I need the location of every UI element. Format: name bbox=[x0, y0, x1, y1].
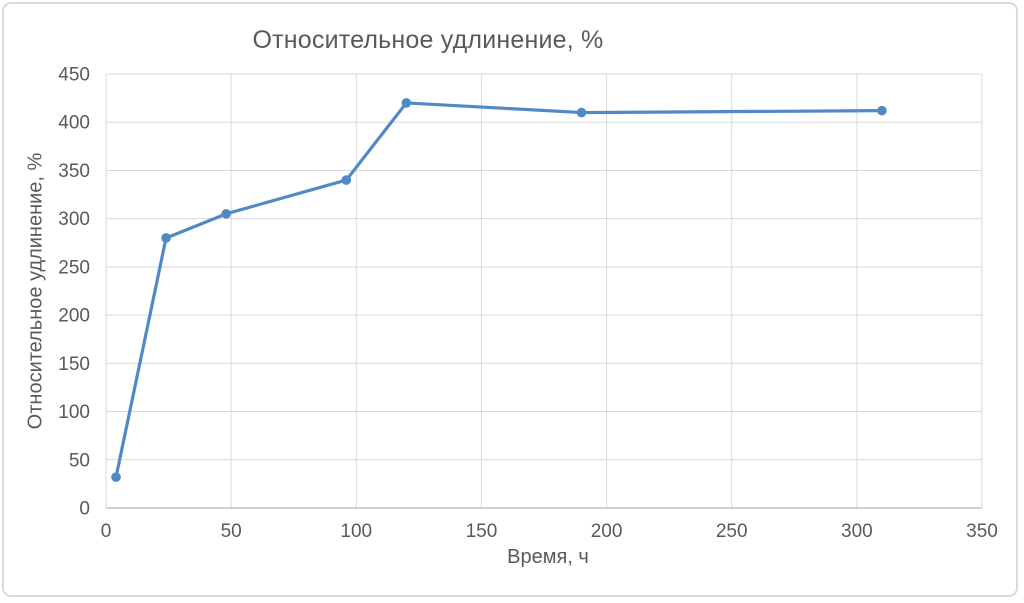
y-tick-label: 300 bbox=[58, 209, 90, 230]
data-point bbox=[877, 105, 887, 116]
x-tick-label: 150 bbox=[466, 521, 498, 542]
y-axis-title: Относительное удлинение, % bbox=[24, 152, 47, 430]
x-tick-label: 350 bbox=[966, 521, 998, 542]
x-tick-label: 250 bbox=[716, 521, 748, 542]
data-point bbox=[111, 472, 121, 482]
x-tick-label: 50 bbox=[221, 521, 242, 542]
data-point bbox=[576, 107, 587, 118]
data-point bbox=[401, 98, 412, 108]
x-tick-label: 100 bbox=[340, 521, 372, 542]
chart-title: Относительное удлинение, % bbox=[252, 26, 604, 54]
y-tick-label: 400 bbox=[58, 113, 90, 134]
data-point bbox=[161, 233, 171, 243]
x-tick-label: 300 bbox=[841, 521, 873, 542]
data-point bbox=[341, 175, 352, 185]
y-tick-label: 350 bbox=[58, 161, 90, 182]
y-tick-label: 100 bbox=[58, 402, 90, 423]
y-tick-label: 50 bbox=[69, 450, 90, 471]
chart-frame bbox=[2, 2, 1018, 597]
x-axis-title: Время, ч bbox=[507, 546, 589, 568]
y-tick-label: 250 bbox=[58, 257, 90, 278]
y-tick-label: 200 bbox=[58, 306, 90, 327]
y-tick-label: 150 bbox=[58, 354, 90, 375]
x-tick-label: 0 bbox=[101, 521, 112, 542]
y-tick-label: 450 bbox=[58, 65, 90, 86]
data-point bbox=[221, 209, 231, 219]
y-tick-label: 0 bbox=[79, 499, 90, 520]
x-tick-label: 200 bbox=[591, 521, 623, 542]
